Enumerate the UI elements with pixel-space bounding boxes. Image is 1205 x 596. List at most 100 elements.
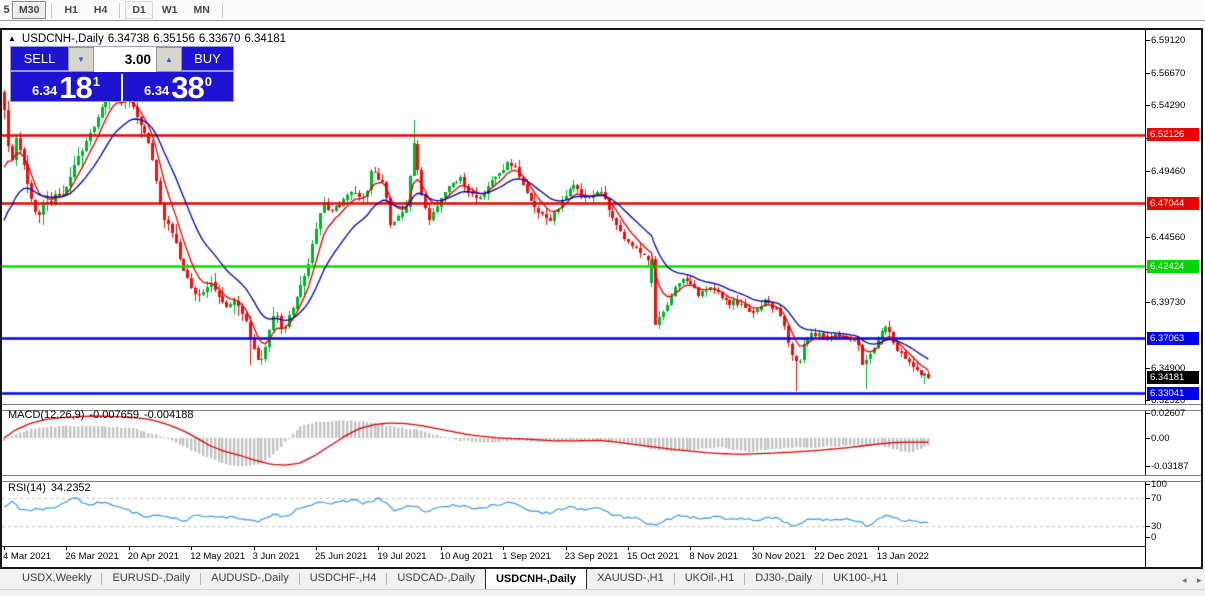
price-tick-label: 6.34900 bbox=[1151, 363, 1186, 374]
price-line-label: 6.52126 bbox=[1147, 127, 1199, 141]
timeframe-button-5[interactable]: 5 bbox=[3, 4, 10, 16]
time-tick-label: 12 May 2021 bbox=[190, 551, 246, 562]
quote-divider bbox=[121, 74, 123, 101]
buy-button[interactable]: BUY bbox=[182, 47, 233, 72]
timeframe-button-w1[interactable]: W1 bbox=[161, 4, 178, 16]
price-tick bbox=[1146, 73, 1150, 74]
sell-button[interactable]: SELL bbox=[11, 47, 68, 72]
panel-separator-rsi[interactable] bbox=[2, 475, 1201, 482]
chart-tab-xauusd-h1[interactable]: XAUUSD-,H1 bbox=[597, 572, 664, 584]
toolbar-separator bbox=[119, 2, 121, 18]
bid-base: 6.34 bbox=[31, 83, 58, 98]
chart-tab-ukoil-h1[interactable]: UKOil-,H1 bbox=[684, 572, 735, 584]
price-line-label: 6.33041 bbox=[1147, 386, 1199, 400]
timeframe-button-h4[interactable]: H4 bbox=[93, 4, 108, 16]
rsi-scale-label: 100 bbox=[1151, 479, 1167, 490]
time-tick-label: 8 Nov 2021 bbox=[689, 551, 738, 562]
chart-title: ▲ USDCNH-,Daily 6.34738 6.35156 6.33670 6.341… bbox=[8, 33, 290, 45]
price-tick bbox=[1146, 171, 1150, 172]
chart-tab-usdcnh-daily[interactable]: USDCNH-,Daily bbox=[484, 568, 588, 589]
price-tick-label: 6.32520 bbox=[1151, 395, 1186, 406]
price-tick-label: 6.44560 bbox=[1151, 232, 1186, 243]
tab-separator bbox=[298, 573, 300, 585]
ask-base: 6.34 bbox=[143, 83, 170, 98]
volume-decrease-button[interactable]: ▼ bbox=[68, 47, 94, 72]
ohlc-high: 6.35156 bbox=[153, 33, 195, 45]
time-tick bbox=[4, 547, 5, 550]
time-tick bbox=[815, 547, 817, 550]
rsi-scale-tick bbox=[1146, 498, 1150, 499]
volume-increase-button[interactable]: ▲ bbox=[156, 47, 182, 72]
time-tick bbox=[690, 547, 692, 550]
rsi-scale-tick bbox=[1146, 484, 1150, 485]
ask-price-display[interactable]: 6.34 38 0 bbox=[123, 72, 233, 103]
macd-signal-value: -0.004188 bbox=[143, 409, 194, 421]
ohlc-open: 6.34738 bbox=[107, 33, 150, 45]
toolbar-separator bbox=[221, 2, 223, 18]
tab-separator bbox=[673, 573, 675, 585]
price-tick-label: 6.39730 bbox=[1151, 297, 1186, 308]
chart-tab-eurusd-daily[interactable]: EURUSD-,Daily bbox=[112, 572, 191, 584]
macd-scale-tick bbox=[1146, 466, 1150, 467]
chart-tab-usdchf-h4[interactable]: USDCHF-,H4 bbox=[309, 572, 377, 584]
rsi-bottom-border bbox=[2, 546, 1145, 547]
macd-name: MACD(12,26,9) bbox=[8, 409, 85, 421]
macd-scale-label: -0.03187 bbox=[1151, 461, 1189, 472]
time-tick-label: 1 Sep 2021 bbox=[502, 551, 551, 562]
chart-tab-usdx-weekly[interactable]: USDX,Weekly bbox=[22, 572, 92, 584]
time-tick bbox=[378, 547, 380, 550]
macd-indicator-chart[interactable] bbox=[2, 410, 1145, 475]
timeframe-button-h1[interactable]: H1 bbox=[64, 4, 78, 16]
symbol-period-label: USDCNH-,Daily bbox=[21, 33, 104, 45]
price-axis-line bbox=[1145, 30, 1146, 567]
timeframe-button-m30[interactable]: M30 bbox=[12, 1, 47, 19]
price-tick-label: 6.49460 bbox=[1151, 166, 1186, 177]
rsi-value: 34.2352 bbox=[50, 482, 91, 494]
time-tick bbox=[503, 547, 505, 550]
time-tick-label: 23 Sep 2021 bbox=[564, 551, 619, 562]
one-click-trading-panel: SELL ▼ 3.00 ▲ BUY 6.34 18 1 6.34 38 0 bbox=[10, 46, 234, 103]
price-line-label: 6.42424 bbox=[1147, 259, 1199, 273]
time-tick bbox=[128, 547, 130, 550]
ask-pip: 0 bbox=[204, 74, 213, 89]
price-tick bbox=[1146, 400, 1150, 401]
tab-scroll-right-icon[interactable]: ▸ bbox=[1197, 575, 1202, 585]
one-click-collapse-icon[interactable]: ▲ bbox=[8, 34, 16, 43]
macd-scale-label: 0.02607 bbox=[1151, 408, 1186, 419]
time-tick-label: 13 Jan 2022 bbox=[876, 551, 929, 562]
time-tick-label: 30 Nov 2021 bbox=[751, 551, 806, 562]
time-tick-label: 25 Jun 2021 bbox=[315, 551, 368, 562]
toolbar-separator bbox=[51, 2, 53, 18]
chart-tab-bar: USDX,Weekly EURUSD-,Daily AUDUSD-,Daily USD… bbox=[0, 568, 1205, 590]
time-tick bbox=[565, 547, 567, 550]
price-line-label: 6.37063 bbox=[1147, 331, 1199, 345]
ohlc-close: 6.34181 bbox=[244, 33, 287, 45]
rsi-scale-label: 70 bbox=[1151, 493, 1162, 504]
ohlc-low: 6.33670 bbox=[198, 33, 241, 45]
time-tick-label: 3 Jun 2021 bbox=[252, 551, 300, 562]
tab-separator bbox=[744, 573, 746, 585]
status-strip bbox=[0, 590, 1205, 596]
chart-tab-dj30-daily[interactable]: DJ30-,Daily bbox=[755, 572, 813, 584]
tab-scroll-left-icon[interactable]: ◂ bbox=[1182, 575, 1187, 585]
timeframe-button-d1[interactable]: D1 bbox=[125, 1, 153, 19]
chart-tab-uk100-h1[interactable]: UK100-,H1 bbox=[833, 572, 888, 584]
time-tick-label: 26 Mar 2021 bbox=[65, 551, 119, 562]
chart-tab-audusd-daily[interactable]: AUDUSD-,Daily bbox=[211, 572, 289, 584]
rsi-indicator-chart[interactable] bbox=[2, 480, 1145, 546]
price-tick-label: 6.56670 bbox=[1151, 68, 1186, 79]
tab-separator bbox=[386, 573, 388, 585]
chart-tab-usdcad-daily[interactable]: USDCAD-,Daily bbox=[397, 572, 475, 584]
tab-separator bbox=[822, 573, 824, 585]
volume-input[interactable]: 3.00 bbox=[94, 47, 156, 72]
bid-price-display[interactable]: 6.34 18 1 bbox=[11, 72, 121, 103]
time-tick bbox=[191, 547, 193, 550]
time-tick bbox=[752, 547, 754, 550]
timeframe-button-mn[interactable]: MN bbox=[193, 4, 210, 16]
macd-indicator-label: MACD(12,26,9) -0.007659 -0.004188 bbox=[8, 409, 199, 421]
time-tick-label: 20 Apr 2021 bbox=[127, 551, 180, 562]
time-tick bbox=[628, 547, 629, 550]
macd-main-value: -0.007659 bbox=[89, 409, 139, 421]
panel-separator-macd[interactable] bbox=[2, 404, 1201, 411]
